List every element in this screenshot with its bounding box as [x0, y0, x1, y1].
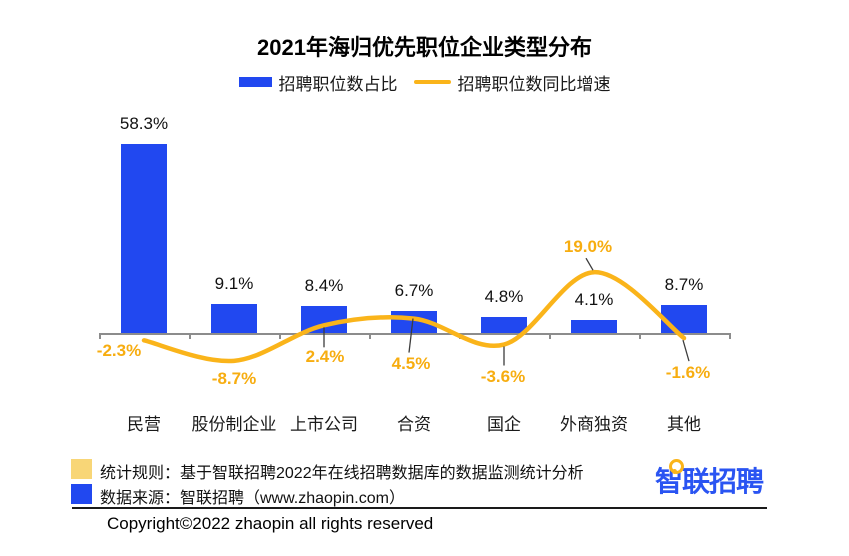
growth-value-label: 2.4%: [305, 347, 345, 367]
x-axis-tick: [639, 333, 641, 339]
page-title: 2021年海归优先职位企业类型分布: [257, 35, 592, 60]
logo-dot-icon: [672, 469, 677, 474]
growth-value-label: -2.3%: [96, 341, 142, 361]
bar-合资: [391, 311, 437, 333]
bar-民营: [121, 144, 167, 333]
growth-value-label: -3.6%: [480, 366, 526, 386]
category-label-合资: 合资: [397, 415, 431, 434]
line-series-label: 招聘职位数同比增速: [457, 74, 611, 94]
category-label-其他: 其他: [667, 415, 701, 434]
bar-value-label: 4.8%: [484, 287, 524, 307]
category-label-上市公司: 上市公司: [290, 415, 358, 434]
bar-value-label: 58.3%: [119, 114, 169, 134]
x-axis-tick: [279, 333, 281, 339]
bar-series-label: 招聘职位数占比: [278, 74, 398, 94]
line-series-swatch: [413, 80, 451, 84]
bar-value-label: 8.7%: [664, 274, 704, 294]
footer-note-source: 数据来源：智联招聘（www.zhaopin.com）: [100, 490, 405, 507]
bar-国企: [481, 317, 527, 333]
bar-value-label: 8.4%: [304, 275, 344, 295]
category-label-民营: 民营: [127, 415, 161, 434]
x-axis-line: [99, 333, 729, 335]
bar-外商独资: [571, 319, 617, 333]
bar-value-label: 9.1%: [214, 273, 254, 293]
x-axis-tick: [369, 333, 371, 339]
bar-series-swatch: [238, 77, 272, 87]
growth-value-label: -8.7%: [211, 368, 257, 388]
bar-上市公司: [301, 305, 347, 333]
bar-value-label: 4.1%: [574, 289, 614, 309]
x-axis-tick: [99, 333, 101, 339]
category-label-外商独资: 外商独资: [560, 415, 628, 434]
footer-divider: [72, 507, 767, 509]
chart-legend: 招聘职位数占比 招聘职位数同比增速: [0, 70, 849, 94]
copyright-text: Copyright©2022 zhaopin all rights reserv…: [107, 514, 434, 533]
x-axis-tick: [459, 333, 461, 339]
note1-color-swatch: [71, 459, 92, 479]
bar-股份制企业: [211, 303, 257, 333]
category-label-国企: 国企: [487, 415, 521, 434]
x-axis-tick: [189, 333, 191, 339]
category-label-股份制企业: 股份制企业: [191, 415, 277, 434]
x-axis-tick: [729, 333, 731, 339]
growth-value-label: -1.6%: [665, 363, 711, 383]
zhaopin-logo: 智联招聘: [655, 459, 764, 500]
growth-value-label: 19.0%: [563, 237, 613, 257]
footer-note-rules: 统计规则：基于智联招聘2022年在线招聘数据库的数据监测统计分析: [100, 465, 584, 482]
bar-其他: [661, 304, 707, 333]
growth-value-label: 4.5%: [391, 353, 431, 373]
note2-color-swatch: [71, 484, 92, 504]
x-axis-tick: [549, 333, 551, 339]
bar-value-label: 6.7%: [394, 281, 434, 301]
